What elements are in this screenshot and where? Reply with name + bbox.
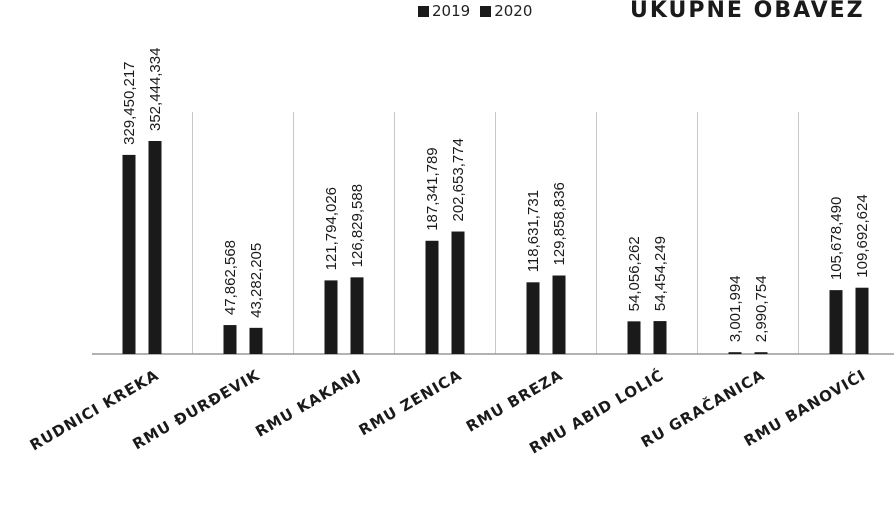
bar-2020 bbox=[855, 287, 869, 354]
bar-2019 bbox=[829, 290, 843, 354]
legend-swatch-2020 bbox=[480, 5, 492, 17]
data-label-2019: 118,631,731 bbox=[525, 190, 542, 272]
bar-2020 bbox=[148, 141, 162, 354]
data-label-2019: 187,341,789 bbox=[424, 147, 441, 230]
bar-2019 bbox=[324, 280, 338, 354]
data-label-2020: 43,282,205 bbox=[248, 243, 265, 318]
legend-swatch-2019 bbox=[418, 5, 429, 17]
data-label-2019: 47,862,568 bbox=[222, 240, 239, 315]
bar-2020 bbox=[350, 277, 364, 354]
data-label-2019: 54,056,262 bbox=[626, 236, 643, 311]
data-label-2020: 109,692,624 bbox=[854, 194, 871, 277]
data-label-2020: 2,990,754 bbox=[753, 275, 770, 342]
legend-label-2020: 2020 bbox=[494, 2, 533, 20]
bar-2020 bbox=[653, 321, 667, 354]
data-label-2020: 202,653,774 bbox=[450, 138, 467, 221]
category-label: RMU ZENICA bbox=[356, 366, 465, 439]
legend-item-2020: 2020 bbox=[480, 2, 532, 20]
data-label-2020: 129,858,836 bbox=[551, 182, 568, 265]
bar-2019 bbox=[122, 154, 136, 354]
legend: 2019 2020 bbox=[418, 2, 532, 20]
data-label-2019: 105,678,490 bbox=[828, 197, 845, 280]
legend-item-2019: 2019 bbox=[418, 2, 470, 20]
bar-2020 bbox=[249, 327, 263, 354]
bar-2020 bbox=[754, 352, 768, 354]
data-label-2019: 3,001,994 bbox=[727, 275, 744, 342]
legend-label-2019: 2019 bbox=[432, 2, 471, 20]
chart-title: UKUPNE OBAVEZ bbox=[630, 0, 865, 23]
data-label-2020: 352,444,334 bbox=[147, 48, 164, 131]
data-label-2019: 121,794,026 bbox=[323, 187, 340, 270]
bar-2020 bbox=[451, 231, 465, 354]
data-label-2020: 126,829,588 bbox=[349, 184, 366, 267]
data-label-2019: 329,450,217 bbox=[121, 61, 138, 144]
category-label: RMU KAKANJ bbox=[252, 366, 364, 441]
bar-2019 bbox=[526, 282, 540, 354]
category-label: RMU BREZA bbox=[463, 366, 566, 436]
bar-2019 bbox=[627, 321, 641, 354]
data-label-2020: 54,454,249 bbox=[652, 236, 669, 311]
bar-2019 bbox=[425, 240, 439, 354]
bar-2019 bbox=[728, 352, 742, 354]
bar-2020 bbox=[552, 275, 566, 354]
bar-2019 bbox=[223, 325, 237, 354]
